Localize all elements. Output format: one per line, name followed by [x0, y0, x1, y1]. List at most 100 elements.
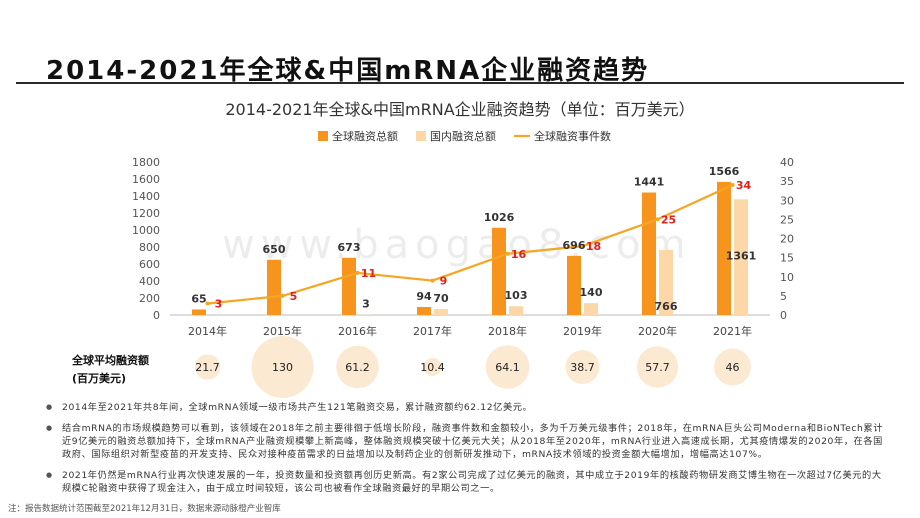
- avg-bubbles: 21.7 130 61.2 10.4 64.1 38.7 57.7 46: [194, 336, 751, 398]
- bar-domestic: [434, 309, 448, 315]
- bar-global-label: 1026: [484, 211, 515, 224]
- y-left-tick-label: 600: [139, 258, 160, 271]
- chart-legend: 全球融资总额 国内融资总额 全球融资事件数: [318, 129, 611, 143]
- avg-bubble: [636, 346, 679, 388]
- y-right-tick-label: 5: [780, 290, 787, 303]
- x-tick-label: 2021年: [713, 324, 752, 338]
- x-tick-label: 2020年: [638, 324, 677, 338]
- bar-global-label: 696: [563, 239, 586, 252]
- y-left-tick-label: 800: [139, 241, 160, 254]
- event-label: 25: [661, 213, 676, 226]
- data-labels: 65 650 673 3 94 70 1026 103 696 140 1441 766 1566 136…: [191, 165, 756, 313]
- y-left-tick-label: 200: [139, 292, 160, 305]
- title-divider: [16, 82, 904, 84]
- y-right-tick-label: 20: [780, 233, 794, 246]
- bar-global: [417, 307, 431, 315]
- bubble-row-label-line1: 全球平均融资额: [72, 354, 149, 367]
- x-tick-label: 2015年: [263, 324, 302, 338]
- legend-label: 全球融资事件数: [534, 129, 611, 143]
- bar-global-label: 650: [263, 243, 286, 256]
- avg-bubble-label: 130: [272, 361, 293, 374]
- y-left-tick-label: 1200: [132, 207, 160, 220]
- bars: [192, 181, 748, 315]
- event-point: [655, 217, 660, 222]
- event-point: [280, 293, 285, 298]
- x-tick-label: 2016年: [338, 324, 377, 338]
- chart: 全球融资总额 国内融资总额 全球融资事件数 02004006008001000120…: [132, 129, 794, 398]
- y-right-tick-label: 10: [780, 271, 794, 284]
- legend-label: 全球融资总额: [332, 129, 398, 143]
- event-line-path: [207, 183, 733, 305]
- y-right-tick-label: 40: [780, 156, 794, 169]
- event-label: 3: [215, 298, 223, 311]
- legend-swatch: [318, 131, 328, 141]
- x-tick-label: 2014年: [188, 324, 227, 338]
- event-label: 16: [511, 248, 527, 261]
- bar-global: [492, 227, 506, 315]
- avg-bubble-label: 38.7: [570, 361, 595, 374]
- note-item: 结合mRNA的市场规模趋势可以看到，该领域在2018年之前主要徘徊于低增长阶段，…: [46, 422, 886, 461]
- event-point: [355, 270, 360, 275]
- avg-bubble: [485, 345, 530, 389]
- y-axis-right: 0 5 10 15 20 25 30 35 40: [780, 156, 794, 322]
- bubble-row-label-line2: (百万美元): [72, 372, 127, 385]
- footnote: 注：报告数据统计范围截至2021年12月31日，数据来源动脉橙产业智库: [8, 504, 281, 514]
- bar-domestic: [584, 303, 598, 315]
- x-tick-label: 2018年: [488, 324, 527, 338]
- bar-global-label: 1441: [634, 176, 665, 189]
- bar-global: [717, 181, 731, 315]
- event-point: [580, 244, 585, 249]
- bar-global: [567, 255, 581, 315]
- avg-bubble: [714, 348, 751, 386]
- x-axis: 2014年 2015年 2016年 2017年 2018年 2019年 2020年 2021年: [170, 314, 770, 338]
- note-item: 2014年至2021年共8年间，全球mRNA领域一级市场共产生121笔融资交易，…: [46, 401, 886, 414]
- bar-domestic-label: 3: [362, 298, 370, 311]
- legend-label: 国内融资总额: [430, 129, 496, 143]
- bar-domestic-label: 103: [505, 289, 528, 302]
- bar-domestic: [659, 249, 673, 315]
- event-point: [205, 301, 210, 306]
- x-tick-label: 2019年: [563, 324, 602, 338]
- event-line: [205, 182, 735, 306]
- notes-list: 2014年至2021年共8年间，全球mRNA领域一级市场共产生121笔融资交易，…: [46, 401, 886, 503]
- avg-bubble-label: 46: [726, 361, 740, 374]
- note-item: 2021年仍然是mRNA行业再次快速发展的一年，投资数量和投资额再创历史新高。有…: [46, 469, 886, 495]
- y-left-tick-label: 400: [139, 275, 160, 288]
- avg-bubble-label: 64.1: [495, 361, 520, 374]
- y-left-tick-label: 1800: [132, 156, 160, 169]
- avg-bubble-label: 10.4: [420, 361, 445, 374]
- bubble-row-label: 全球平均融资额 (百万美元): [72, 352, 149, 388]
- y-right-tick-label: 30: [780, 194, 794, 207]
- bar-global: [192, 309, 206, 315]
- bar-domestic-label: 70: [433, 292, 449, 305]
- bar-domestic-label: 766: [655, 300, 678, 313]
- bar-domestic-label: 140: [580, 286, 603, 299]
- avg-bubble: [336, 345, 379, 389]
- chart-title: 2014-2021年全球&中国mRNA企业融资趋势（单位：百万美元）: [225, 100, 695, 119]
- bar-domestic-label: 1361: [726, 249, 757, 262]
- bar-global-label: 65: [191, 292, 206, 305]
- y-axis-left: 0 200 400 600 800 1000 1200 1400 1600 1800: [132, 156, 160, 322]
- bar-global-label: 673: [338, 241, 361, 254]
- avg-bubble: [423, 358, 442, 376]
- y-left-tick-label: 0: [153, 309, 160, 322]
- y-right-tick-label: 25: [780, 213, 794, 226]
- avg-bubble: [194, 354, 221, 380]
- bar-global: [267, 259, 281, 315]
- watermark: www.baogao8.com: [222, 222, 692, 268]
- bar-domestic: [734, 199, 748, 315]
- y-right-tick-label: 0: [780, 309, 787, 322]
- y-left-tick-label: 1600: [132, 173, 160, 186]
- event-label: 11: [361, 267, 376, 280]
- event-label: 34: [736, 179, 752, 192]
- x-tick-label: 2017年: [413, 324, 452, 338]
- y-left-tick-label: 1000: [132, 224, 160, 237]
- bar-global: [342, 257, 356, 315]
- event-point: [430, 278, 435, 283]
- y-right-tick-label: 35: [780, 175, 794, 188]
- y-right-tick-label: 15: [780, 252, 794, 265]
- avg-bubble: [565, 350, 600, 384]
- event-label: 18: [586, 240, 601, 253]
- event-label: 5: [290, 290, 298, 303]
- avg-bubble: [251, 336, 314, 398]
